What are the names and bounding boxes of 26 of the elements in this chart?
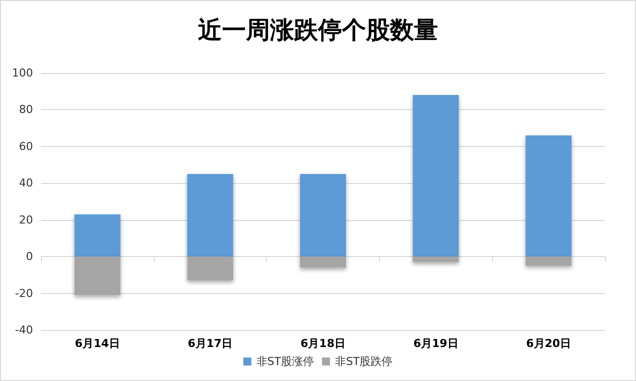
bar [412,95,459,257]
y-tick-label: 20 [19,213,33,226]
legend-label: 非ST股涨停 [256,355,314,368]
y-tick-label: -40 [15,324,33,336]
bar [74,256,120,296]
y-tick-label: 80 [19,103,33,116]
bar [300,256,346,268]
x-tick-label: 6月17日 [188,337,233,350]
x-tick-label: 6月19日 [413,337,458,350]
legend-label: 非ST股跌停 [335,355,393,368]
bar [187,174,234,257]
bar [300,174,346,257]
x-tick-label: 6月14日 [74,337,120,350]
bar [526,135,572,257]
bar [74,214,120,257]
y-tick-label: 60 [19,140,33,153]
bar [412,256,459,262]
x-tick-label: 6月18日 [300,337,346,350]
x-tick-label: 6月20日 [526,337,572,350]
y-tick-label: 40 [19,176,33,190]
y-tick-label: 0 [26,250,33,264]
bar [526,256,572,266]
y-tick-label: -20 [15,286,33,300]
y-tick-label: 100 [12,66,33,80]
chart-title: 近一周涨跌停个股数量 [198,16,438,44]
bar [187,256,234,280]
